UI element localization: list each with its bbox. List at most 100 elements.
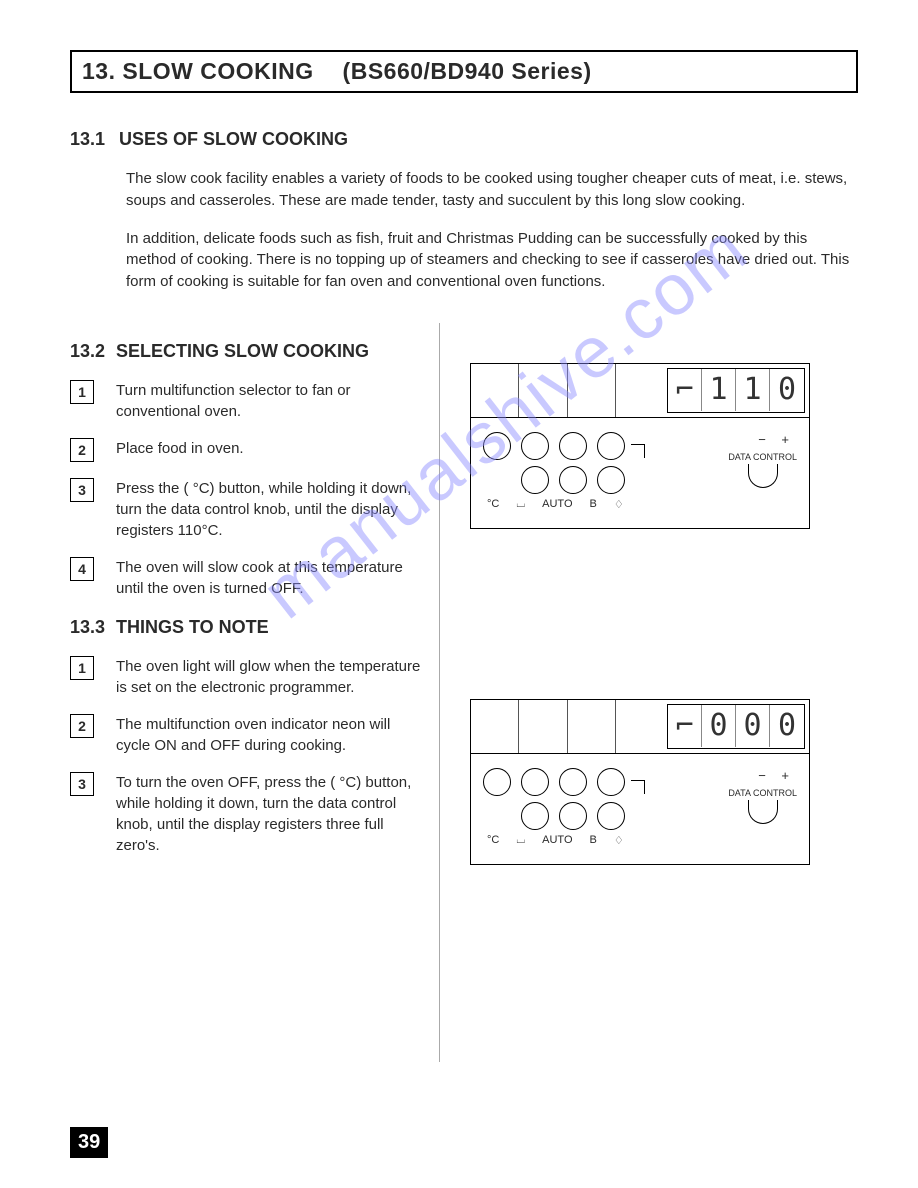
- step-number-box: 4: [70, 557, 94, 581]
- control-button: [559, 466, 587, 494]
- step-number-box: 1: [70, 380, 94, 404]
- page-number: 39: [70, 1127, 108, 1158]
- controls-area: − + °C ⌴ AUTO B ♢: [471, 418, 809, 528]
- step-text: Press the ( °C) button, while holding it…: [116, 478, 421, 541]
- step-number-box: 3: [70, 478, 94, 502]
- step-text: Turn multifunction selector to fan or co…: [116, 380, 421, 422]
- right-column: ⌐ 1 1 0 − +: [460, 323, 858, 1062]
- control-button: [521, 802, 549, 830]
- display-digits: ⌐ 0 0 0: [667, 704, 805, 749]
- chapter-number: 13.: [82, 58, 115, 84]
- digit: 1: [702, 369, 736, 411]
- chapter-text: SLOW COOKING: [122, 58, 313, 84]
- control-button: [483, 432, 511, 460]
- step-number-box: 3: [70, 772, 94, 796]
- step-number-box: 2: [70, 438, 94, 462]
- control-button: [597, 802, 625, 830]
- label-b: B: [590, 498, 597, 510]
- display-digits: ⌐ 1 1 0: [667, 368, 805, 413]
- minus-plus-label: − +: [758, 432, 795, 447]
- step-row: 1 Turn multifunction selector to fan or …: [70, 380, 421, 422]
- chapter-title-box: 13. SLOW COOKING (BS660/BD940 Series): [70, 50, 858, 93]
- control-panel-diagram-1: ⌐ 1 1 0 − +: [470, 363, 810, 529]
- control-button: [559, 802, 587, 830]
- step-row: 2 The multifunction oven indicator neon …: [70, 714, 421, 756]
- section-1-para-1: The slow cook facility enables a variety…: [126, 168, 858, 212]
- step-text: The oven light will glow when the temper…: [116, 656, 421, 698]
- display-blank: [519, 700, 567, 753]
- digit: ⌐: [668, 369, 702, 411]
- label-bell-icon: ♢: [614, 498, 624, 511]
- step-number-box: 1: [70, 656, 94, 680]
- digit: 0: [702, 705, 736, 747]
- control-button: [483, 768, 511, 796]
- digit: 0: [770, 369, 804, 411]
- display-blank: [471, 364, 519, 417]
- label-auto: AUTO: [542, 834, 572, 846]
- label-c: °C: [487, 834, 499, 846]
- display-blank: [568, 364, 616, 417]
- section-1-heading: 13.1 USES OF SLOW COOKING: [70, 129, 858, 150]
- bracket-icon: [631, 444, 645, 458]
- step-row: 2 Place food in oven.: [70, 438, 421, 462]
- control-button: [521, 768, 549, 796]
- digit: 0: [736, 705, 770, 747]
- chapter-title: 13. SLOW COOKING (BS660/BD940 Series): [82, 58, 846, 85]
- step-text: Place food in oven.: [116, 438, 244, 459]
- section-2-title: SELECTING SLOW COOKING: [116, 341, 369, 362]
- display-blank: [471, 700, 519, 753]
- digit: 0: [770, 705, 804, 747]
- data-control-knob: DATA CONTROL: [728, 452, 797, 488]
- step-text: The oven will slow cook at this temperat…: [116, 557, 421, 599]
- label-dish-icon: ⌴: [516, 834, 525, 847]
- display-blank: [568, 700, 616, 753]
- step-text: The multifunction oven indicator neon wi…: [116, 714, 421, 756]
- section-1-title: USES OF SLOW COOKING: [119, 129, 348, 149]
- data-control-label: DATA CONTROL: [728, 452, 797, 462]
- step-row: 4 The oven will slow cook at this temper…: [70, 557, 421, 599]
- step-row: 3 Press the ( °C) button, while holding …: [70, 478, 421, 541]
- label-b: B: [590, 834, 597, 846]
- chapter-series: (BS660/BD940 Series): [343, 58, 592, 84]
- display-blank: [519, 364, 567, 417]
- controls-area: − + °C ⌴ AUTO B ♢: [471, 754, 809, 864]
- digit: 1: [736, 369, 770, 411]
- label-dish-icon: ⌴: [516, 498, 525, 511]
- section-1-body: The slow cook facility enables a variety…: [126, 168, 858, 293]
- two-column-layout: 13.2 SELECTING SLOW COOKING 1 Turn multi…: [70, 323, 858, 1062]
- control-labels: °C ⌴ AUTO B ♢: [487, 834, 797, 847]
- data-control-label: DATA CONTROL: [728, 788, 797, 798]
- left-column: 13.2 SELECTING SLOW COOKING 1 Turn multi…: [70, 323, 440, 1062]
- control-button: [597, 768, 625, 796]
- control-panel-diagram-2: ⌐ 0 0 0 − +: [470, 699, 810, 865]
- display-blank: [616, 364, 663, 417]
- control-labels: °C ⌴ AUTO B ♢: [487, 498, 797, 511]
- minus-plus-label: − +: [758, 768, 795, 783]
- section-3-heading-row: 13.3 THINGS TO NOTE: [70, 617, 421, 638]
- label-bell-icon: ♢: [614, 834, 624, 847]
- control-button: [521, 466, 549, 494]
- digit: ⌐: [668, 705, 702, 747]
- display-row: ⌐ 1 1 0: [471, 364, 809, 418]
- knob-arc-icon: [748, 464, 778, 488]
- section-1-num: 13.1: [70, 129, 114, 150]
- knob-arc-icon: [748, 800, 778, 824]
- display-blank: [616, 700, 663, 753]
- control-button: [597, 466, 625, 494]
- control-button: [559, 432, 587, 460]
- step-row: 3 To turn the oven OFF, press the ( °C) …: [70, 772, 421, 856]
- step-text: To turn the oven OFF, press the ( °C) bu…: [116, 772, 421, 856]
- control-button: [521, 432, 549, 460]
- step-row: 1 The oven light will glow when the temp…: [70, 656, 421, 698]
- label-c: °C: [487, 498, 499, 510]
- section-3-title: THINGS TO NOTE: [116, 617, 269, 638]
- control-button: [597, 432, 625, 460]
- step-number-box: 2: [70, 714, 94, 738]
- section-2-heading-row: 13.2 SELECTING SLOW COOKING: [70, 341, 421, 362]
- control-button: [559, 768, 587, 796]
- label-auto: AUTO: [542, 498, 572, 510]
- bracket-icon: [631, 780, 645, 794]
- data-control-knob: DATA CONTROL: [728, 788, 797, 824]
- section-2-num: 13.2: [70, 341, 116, 362]
- display-row: ⌐ 0 0 0: [471, 700, 809, 754]
